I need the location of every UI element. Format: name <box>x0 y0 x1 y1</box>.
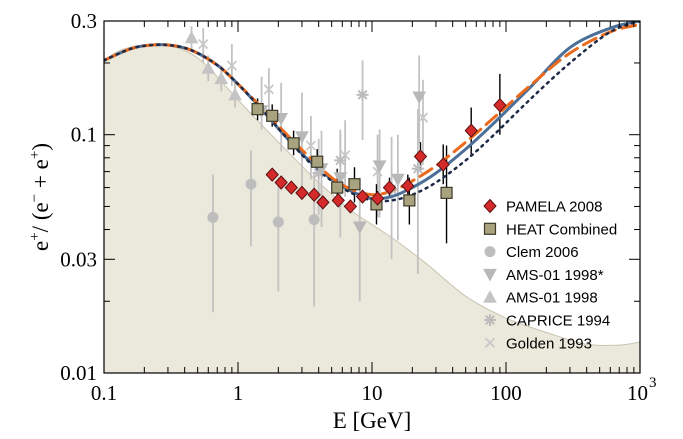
data-point <box>226 60 238 71</box>
data-point <box>274 175 288 190</box>
y-tick-label: 0.3 <box>71 9 97 33</box>
data-point <box>372 160 387 173</box>
legend-marker <box>484 246 496 258</box>
data-point <box>401 178 415 194</box>
data-point <box>440 186 453 199</box>
tick-labels: 0.1 1 10 100 10 30.010.030.10.3 <box>60 9 656 405</box>
data-point <box>333 172 348 185</box>
y-tick-label: 0.01 <box>60 361 97 385</box>
legend-label: HEAT Combined <box>506 221 617 238</box>
x-tick-label: 10 <box>362 381 383 405</box>
legend-label: PAMELA 2008 <box>506 199 602 216</box>
data-point <box>245 178 257 190</box>
axis-ticks <box>103 20 640 374</box>
data-point <box>214 71 229 85</box>
data-point <box>307 187 321 202</box>
y-axis-title-superscript: + <box>27 151 43 159</box>
y-tick-label: 0.03 <box>60 247 97 271</box>
data-point <box>370 191 385 206</box>
legend-marker <box>484 314 496 326</box>
data-point <box>198 38 209 50</box>
data-point <box>493 97 507 113</box>
y-axis-title-part: / (e <box>28 202 53 232</box>
data-point <box>316 195 330 210</box>
data-point <box>201 61 216 74</box>
x-tick-label-exponent: 3 <box>649 375 657 391</box>
legend-label: Clem 2006 <box>506 244 579 261</box>
data-point <box>355 189 370 204</box>
y-axis-title-superscript: − <box>27 194 43 202</box>
data-point <box>308 214 320 226</box>
data-point <box>436 157 450 172</box>
data-point <box>356 88 369 101</box>
legend-label: Golden 1993 <box>506 335 592 352</box>
data-point <box>305 140 317 151</box>
legend-label: AMS-01 1998 <box>506 290 598 307</box>
data-point <box>343 199 358 214</box>
data-point <box>352 221 367 235</box>
data-point <box>272 216 284 228</box>
x-tick-label: 100 <box>490 381 522 405</box>
x-tick-label: 10 <box>627 381 648 405</box>
data-point <box>184 30 199 44</box>
data-point <box>228 87 242 101</box>
data-point <box>295 185 309 201</box>
data-point <box>417 112 429 123</box>
legend-label: CAPRICE 1994 <box>506 313 610 330</box>
y-axis-title-part: + e <box>28 159 53 194</box>
data-point <box>413 149 428 164</box>
data-point <box>334 154 347 167</box>
data-point <box>348 178 361 191</box>
legend-marker <box>484 337 496 348</box>
legend-marker <box>483 222 497 235</box>
data-point <box>382 180 397 195</box>
data-point <box>266 109 279 122</box>
y-axis-title: e+/ (e− + e+) <box>27 143 53 251</box>
data-point <box>263 84 275 95</box>
y-axis-title-part: ) <box>28 143 53 151</box>
legend-label: AMS-01 1998* <box>506 267 604 284</box>
data-point <box>412 91 427 105</box>
legend: PAMELA 2008 HEAT Combined Clem 2006 AMS-01 … <box>483 198 617 352</box>
legend-marker <box>483 290 497 303</box>
y-axis-title-superscript: + <box>27 232 43 240</box>
data-point <box>331 181 344 194</box>
y-tick-label: 0.1 <box>71 123 97 147</box>
x-tick-label: 1 <box>233 381 244 405</box>
x-axis-title: E [GeV] <box>333 408 412 433</box>
data-point <box>403 194 416 207</box>
y-axis-title-part: e <box>28 241 53 251</box>
data-point <box>207 211 219 223</box>
x-tick-label: 0.1 <box>91 381 117 405</box>
legend-marker <box>483 198 497 214</box>
data-markers <box>184 30 507 235</box>
data-point <box>464 123 478 138</box>
data-point <box>287 137 300 150</box>
data-point <box>265 167 279 182</box>
data-point <box>284 180 299 195</box>
legend-marker <box>483 268 497 282</box>
data-point <box>411 162 424 175</box>
data-point <box>311 155 324 168</box>
data-point <box>251 103 264 116</box>
data-point <box>331 193 345 208</box>
data-point <box>391 173 405 187</box>
